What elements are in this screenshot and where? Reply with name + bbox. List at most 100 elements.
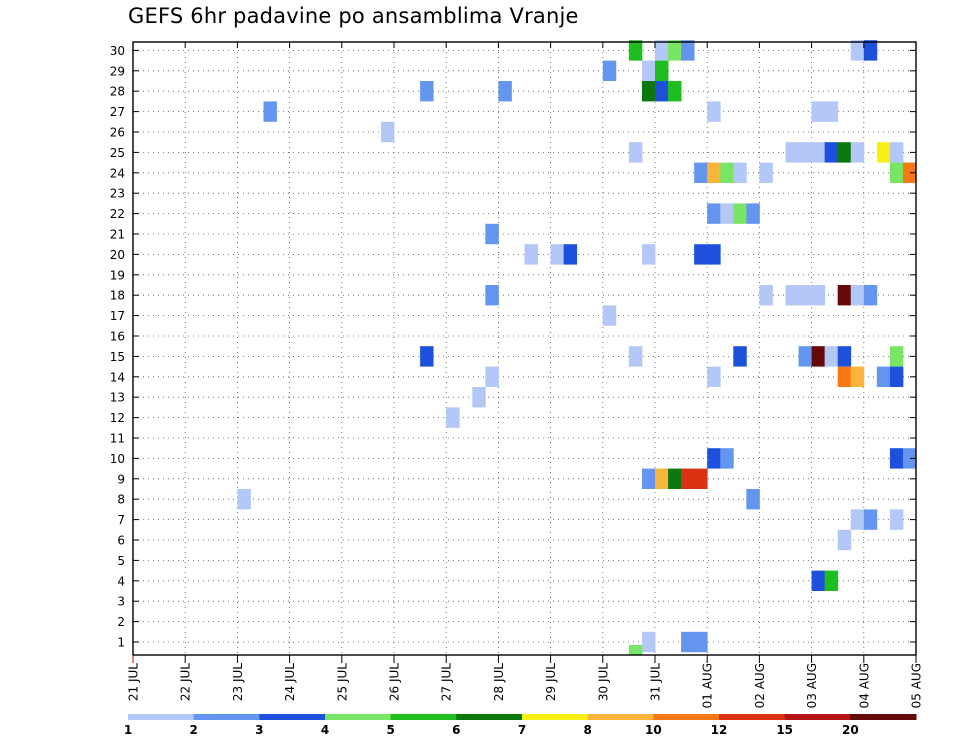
y-axis: 1234567891011121314151617181920212223242… [110,44,916,650]
cell-m29-s39 [641,60,656,81]
cell-m27-s53 [824,101,839,122]
colorbar-swatch [587,714,654,720]
cell-m10-s59 [902,448,917,469]
cell-m28-s39 [641,81,656,102]
cell-m28-s28 [498,81,512,102]
cell-m14-s27 [485,366,499,387]
y-tick-label: 6 [117,534,125,548]
cell-m20-s30 [524,244,538,265]
cell-m30-s55 [850,40,865,61]
cell-m9-s40 [655,468,669,489]
cell-m28-s22 [420,81,434,102]
cell-m17-s36 [602,305,617,326]
cell-m26-s19 [380,121,395,143]
cell-m7-s58 [889,509,904,530]
cell-m24-s58 [889,162,904,183]
cell-m1-s39 [641,631,656,653]
cell-m10-s58 [889,448,904,469]
cell-m24-s46 [733,162,747,183]
cell-m27-s52 [811,101,826,122]
cell-m18-s27 [485,285,499,306]
plot-frame [132,41,917,656]
cell-m22-s45 [720,203,734,224]
y-tick-label: 19 [110,268,125,282]
cell-m22-s46 [733,203,747,224]
cell-m15-s22 [420,346,434,367]
y-tick-label: 23 [110,187,125,201]
colorbar-swatch [456,714,523,720]
grid-lines [133,42,916,655]
y-tick-label: 9 [117,472,125,486]
x-tick-label: 02 AUG [753,663,767,708]
colorbar-label: 20 [842,723,859,737]
colorbar-swatch [325,714,392,720]
x-axis: 21 JUL 22 JUL 23 JUL 24 JUL 25 JUL 26 JUL 27 J… [127,42,924,708]
cell-m29-s40 [655,60,669,81]
x-tick-label: 30 JUL [596,663,610,701]
y-tick-label: 13 [110,391,125,405]
cell-m7-s56 [863,509,878,530]
colorbar-label: 2 [189,723,197,737]
cell-m24-s59 [902,162,917,183]
cell-m22-s47 [746,203,760,224]
cell-m13-s26 [472,387,486,408]
cell-m30-s42 [681,40,695,61]
cell-m15-s46 [733,346,747,367]
cell-m25-s38 [628,142,643,163]
cell-m25-s55 [850,142,865,163]
y-tick-label: 29 [110,64,125,78]
cell-m18-s51 [798,285,812,306]
cell-m14-s57 [876,366,891,387]
cell-m25-s51 [798,142,812,163]
cell-m18-s56 [863,285,878,306]
cell-m14-s54 [837,366,852,387]
cell-m4-s53 [824,570,839,591]
x-tick-label: 27 JUL [440,663,454,701]
colorbar-swatch [719,714,786,720]
colorbar-swatch [653,714,720,720]
colorbar-label: 1 [124,723,132,737]
cell-m24-s44 [707,162,721,183]
colorbar-label: 10 [645,723,662,737]
x-tick-label: 04 AUG [857,663,871,708]
cell-m7-s55 [850,509,865,530]
cell-m25-s50 [785,142,799,163]
y-tick-label: 1 [117,636,125,650]
x-tick-label: 21 JUL [127,663,141,701]
cell-m25-s58 [889,142,904,163]
y-tick-label: 28 [110,85,125,99]
cell-m20-s43 [694,244,708,265]
y-tick-label: 30 [110,44,125,58]
cell-m6-s54 [837,529,852,551]
x-tick-label: 05 AUG [910,663,924,708]
x-tick-label: 22 JUL [179,663,193,701]
cell-m0-s38 [628,645,643,655]
cell-m14-s44 [707,366,721,387]
x-tick-label: 01 AUG [701,663,715,708]
cell-m30-s38 [628,40,643,61]
y-tick-label: 10 [110,452,125,466]
cell-m20-s32 [550,244,565,265]
cell-m8-s8 [237,489,251,510]
y-tick-label: 5 [117,554,125,568]
y-tick-label: 16 [110,330,125,344]
cell-m29-s36 [602,60,617,81]
cell-m18-s54 [837,285,852,306]
y-tick-label: 18 [110,289,125,303]
cell-m27-s44 [707,101,721,122]
heatmap-cells [237,40,917,655]
colorbar-swatch [784,714,851,720]
cell-m1-s42 [681,631,695,653]
cell-m25-s53 [824,142,839,163]
x-tick-label: 29 JUL [544,663,558,701]
colorbar-label: 3 [255,723,263,737]
cell-m10-s45 [720,448,734,469]
x-tick-label: 03 AUG [805,663,819,708]
cell-m20-s39 [641,244,656,265]
cell-m9-s39 [641,468,656,489]
cell-m27-s10 [263,101,277,122]
y-tick-label: 22 [110,207,125,221]
colorbar-label: 8 [583,723,591,737]
y-tick-label: 17 [110,309,125,323]
colorbar-label: 12 [711,723,728,737]
